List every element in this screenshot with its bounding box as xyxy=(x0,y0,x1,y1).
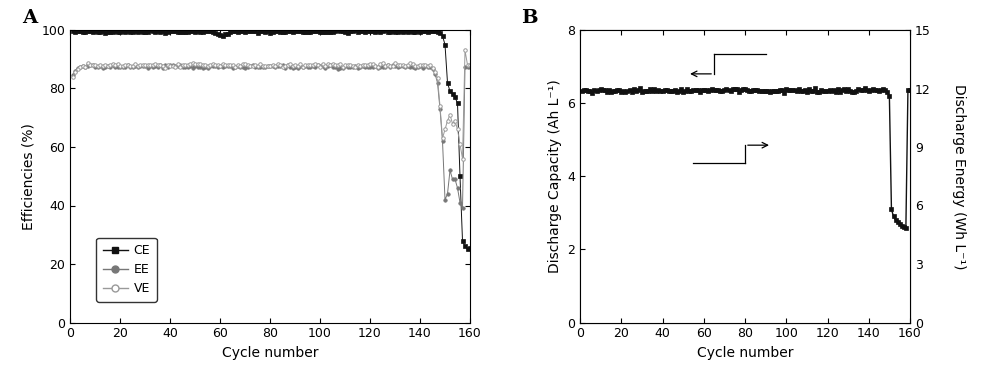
Y-axis label: Discharge Capacity (Ah L⁻¹): Discharge Capacity (Ah L⁻¹) xyxy=(548,80,562,273)
Text: A: A xyxy=(22,9,37,27)
X-axis label: Cycle number: Cycle number xyxy=(222,346,318,360)
X-axis label: Cycle number: Cycle number xyxy=(697,346,793,360)
Y-axis label: Discharge Energy (Wh L⁻¹): Discharge Energy (Wh L⁻¹) xyxy=(952,84,966,269)
Text: B: B xyxy=(521,9,537,27)
Legend: CE, EE, VE: CE, EE, VE xyxy=(96,238,157,302)
Y-axis label: Efficiencies (%): Efficiencies (%) xyxy=(22,123,36,230)
